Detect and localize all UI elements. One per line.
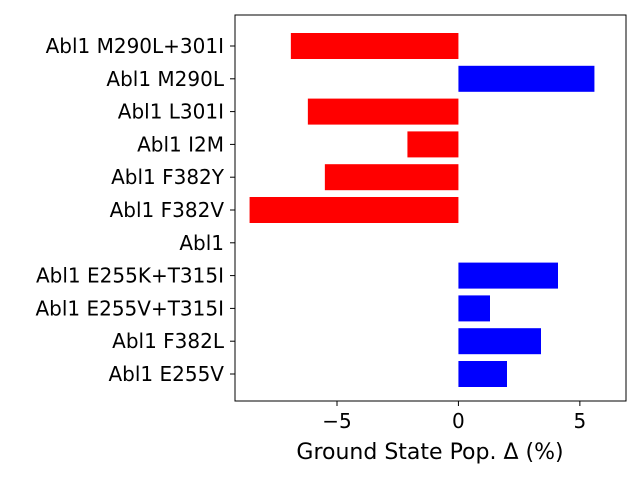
y-tick-label: Abl1 F382L — [112, 329, 225, 353]
bar — [458, 361, 507, 387]
x-tick-label: 0 — [452, 409, 465, 433]
bar — [290, 33, 459, 59]
y-tick-label: Abl1 E255V — [108, 362, 224, 386]
x-axis-title: Ground State Pop. Δ (%) — [296, 440, 563, 465]
bars-group — [249, 33, 595, 387]
x-tick-label: 5 — [573, 409, 586, 433]
bar — [458, 262, 558, 289]
y-tick-label: Abl1 F382V — [110, 198, 225, 222]
y-tick-label: Abl1 — [179, 231, 224, 255]
y-axis-ticks: Abl1 M290L+301I Abl1 M290L Abl1 L301I Abl1 … — [35, 34, 235, 386]
plot-frame — [234, 14, 627, 402]
y-tick-label: Abl1 M290L+301I — [46, 34, 224, 58]
y-tick-label: Abl1 F382Y — [111, 165, 225, 189]
bar — [407, 131, 459, 158]
y-tick-label: Abl1 E255V+T315I — [35, 296, 224, 320]
bar — [458, 295, 490, 322]
y-tick-label: Abl1 I2M — [137, 132, 224, 156]
y-tick-label: Abl1 L301I — [118, 100, 224, 124]
bar — [249, 197, 459, 223]
y-tick-label: Abl1 E255K+T315I — [36, 264, 224, 288]
y-tick-label: Abl1 M290L — [106, 67, 224, 91]
bar — [307, 98, 459, 125]
x-axis-ticks: −5 0 5 — [322, 401, 586, 433]
bar — [458, 65, 595, 92]
x-tick-label: −5 — [322, 409, 351, 433]
bar — [324, 164, 459, 191]
bar — [458, 328, 541, 355]
